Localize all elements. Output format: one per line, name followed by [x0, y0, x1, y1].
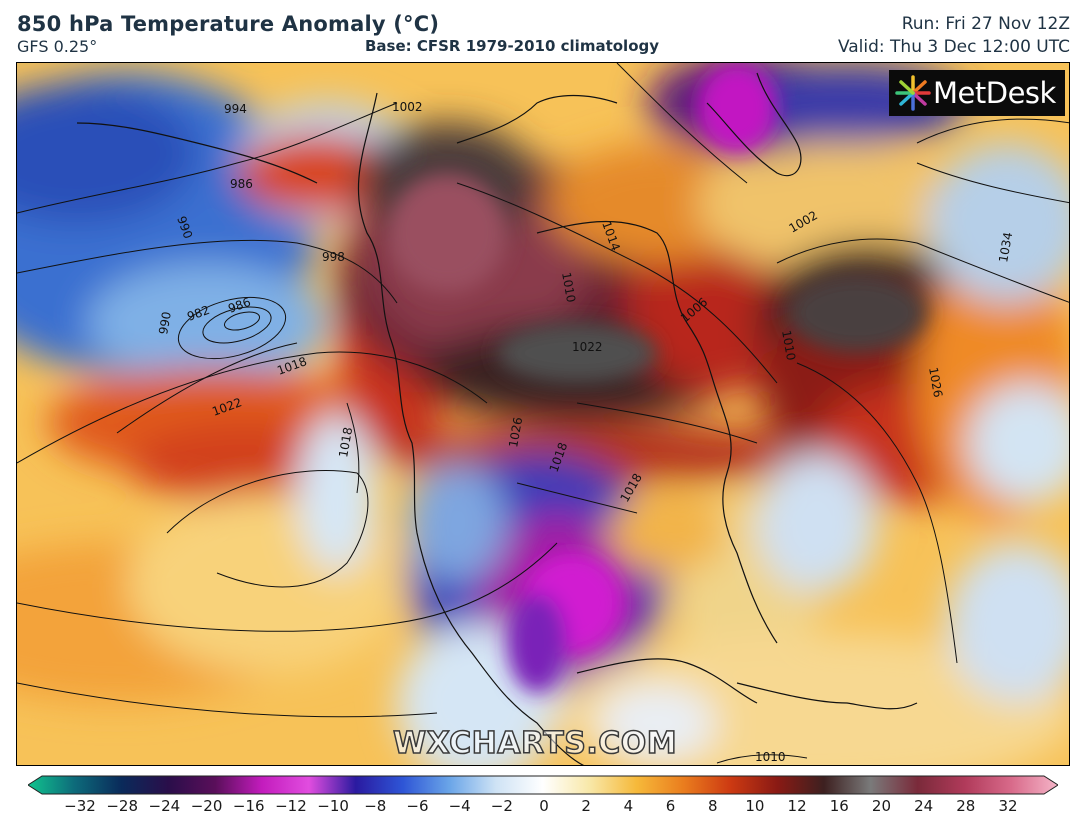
chart-header: 850 hPa Temperature Anomaly (°C) GFS 0.2…	[0, 0, 1086, 62]
colorbar-tick-label: −16	[232, 797, 265, 815]
colorbar-tick-label: −32	[64, 797, 96, 815]
watermark: WXCHARTS.COM	[392, 725, 678, 762]
colorbar-tick-label: 4	[623, 797, 634, 815]
colorbar-tick-label: 24	[914, 797, 934, 815]
colorbar-tick-label: −20	[190, 797, 223, 815]
colorbar-tick-label: −10	[317, 797, 349, 815]
isobar-label: 1010	[779, 329, 798, 362]
anomaly-map: 994 986 990 998 1002 1006 1010 1014 982 …	[16, 62, 1070, 766]
colorbar-tick-label: −2	[490, 797, 513, 815]
isobar-label: 1026	[926, 366, 945, 399]
colorbar-tick-label: −4	[448, 797, 471, 815]
isobars	[17, 63, 1069, 764]
isobar-label: 994	[224, 102, 247, 116]
logo-text: MetDesk	[933, 76, 1056, 110]
isobar-label: 1018	[336, 426, 355, 459]
isobar-label: 1002	[392, 100, 423, 114]
climatology-base-label: Base: CFSR 1979-2010 climatology	[365, 37, 660, 55]
metdesk-logo: MetDesk	[889, 70, 1065, 116]
colorbar	[28, 775, 1058, 795]
metdesk-star-icon	[895, 75, 931, 111]
isobar-label: 986	[230, 177, 253, 191]
colorbar-tick-label: 28	[956, 797, 976, 815]
isobar-label: 1010	[559, 271, 578, 304]
colorbar-tick-label: 2	[581, 797, 591, 815]
isobar-label: 1034	[996, 231, 1015, 264]
colorbar-tick-label: −12	[275, 797, 307, 815]
isobar-label: 1010	[755, 750, 786, 764]
chart-title: 850 hPa Temperature Anomaly (°C)	[17, 12, 440, 36]
run-time-label: Run: Fri 27 Nov 12Z	[901, 14, 1070, 34]
valid-time-label: Valid: Thu 3 Dec 12:00 UTC	[837, 37, 1070, 57]
colorbar-tick-label: 0	[539, 797, 549, 815]
colorbar-tick-label: −28	[106, 797, 138, 815]
isobar-label: 998	[322, 250, 345, 264]
colorbar-tick-label: 8	[707, 797, 718, 815]
colorbar-tick-label: −8	[364, 797, 387, 815]
colorbar-tick-label: 10	[745, 797, 765, 815]
temperature-field-detail	[387, 63, 927, 693]
colorbar-tick-label: 12	[787, 797, 807, 815]
isobar-label: 1026	[506, 416, 525, 449]
colorbar-tick-label: 32	[998, 797, 1018, 815]
colorbar-tick-label: 6	[665, 797, 676, 815]
colorbar-ramp	[28, 775, 1058, 795]
colorbar-tick-label: −24	[148, 797, 181, 815]
isobar-label: 990	[156, 311, 174, 336]
colorbar-tick-label: −6	[406, 797, 429, 815]
colorbar-tick-label: 20	[871, 797, 891, 815]
coastlines	[76, 72, 918, 765]
model-label: GFS 0.25°	[17, 37, 98, 56]
isobar-label: 1022	[572, 340, 603, 354]
colorbar-ticks: −32 −28 −24 −20 −16 −12 −10 −8 −6 −4 −2 0 2 4 6 8 10 12 16…	[0, 797, 1086, 819]
colorbar-tick-label: 16	[829, 797, 849, 815]
